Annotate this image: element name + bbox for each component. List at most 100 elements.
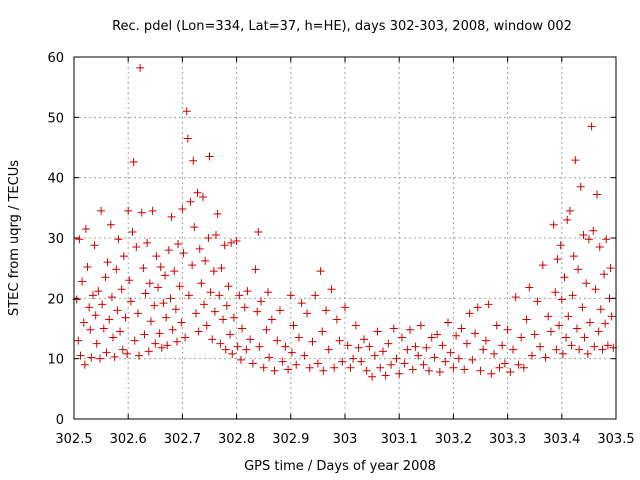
data-point [351,321,360,330]
chart-title: Rec. pdel (Lon=334, Lat=37, h=HE), days … [112,19,572,34]
x-tick-label: 302.5 [55,432,92,447]
data-point [83,262,92,271]
x-tick-label: 303.5 [597,432,634,447]
data-point [110,352,119,361]
data-point [527,351,536,360]
data-point [484,300,493,309]
data-point [117,285,126,294]
data-point [316,267,325,276]
data-point [235,291,244,300]
data-point [607,312,616,321]
data-point [253,307,262,316]
data-point [208,335,217,344]
data-point [105,315,114,324]
data-point [141,289,150,298]
data-point [498,341,507,350]
data-point [123,349,132,358]
data-point [278,357,287,366]
data-point [572,324,581,333]
data-point [202,321,211,330]
data-point [514,360,523,369]
data-point [522,315,531,324]
grid-lines [74,57,616,419]
data-point [509,345,518,354]
data-point [441,357,450,366]
data-point [387,360,396,369]
data-point [305,363,314,372]
data-point [408,365,417,374]
data-point [384,339,393,348]
data-point [406,325,415,334]
y-tick-label: 20 [47,292,64,307]
data-point [318,327,327,336]
data-point [591,285,600,294]
data-point [168,325,177,334]
data-point [126,297,135,306]
data-point [76,351,85,360]
data-point [128,227,137,236]
data-point [174,240,183,249]
data-point [246,335,255,344]
data-point [536,342,545,351]
x-tick-label: 303 [333,432,358,447]
data-point [606,264,615,273]
data-point [583,349,592,358]
data-point [425,366,434,375]
data-point [137,208,146,217]
data-point [222,301,231,310]
data-point [354,343,363,352]
data-point [163,341,172,350]
data-point [195,244,204,253]
data-point [533,297,542,306]
data-point [191,309,200,318]
data-point [102,348,111,357]
data-point [551,288,560,297]
data-point [416,321,425,330]
data-point [419,360,428,369]
data-point [197,279,206,288]
data-point [148,206,157,215]
x-axis-label: GPS time / Days of year 2008 [244,459,436,474]
y-tick-label: 60 [47,51,64,66]
data-point [327,285,336,294]
data-point [101,273,110,282]
data-point [161,271,170,280]
data-point [259,363,268,372]
data-point [74,336,83,345]
data-point [556,241,565,250]
data-point [232,237,241,246]
data-point [275,306,284,315]
data-point [481,336,490,345]
data-point [170,267,179,276]
data-point [575,345,584,354]
data-point [303,309,312,318]
data-point [465,309,474,318]
data-point [530,330,539,339]
data-point [562,333,571,342]
data-point [87,353,96,362]
data-point [324,345,333,354]
data-point [585,318,594,327]
data-point [568,291,577,300]
data-point [233,342,242,351]
data-point [300,351,309,360]
data-point [150,301,159,310]
data-point [265,353,274,362]
data-point [90,241,99,250]
data-point [136,63,145,72]
data-point [286,291,295,300]
data-point [106,220,115,229]
data-point [190,223,199,232]
x-tick-label: 303.2 [435,432,472,447]
data-point [433,330,442,339]
data-point [262,325,271,334]
data-point [188,261,197,270]
data-point [109,333,118,342]
data-point [97,206,106,215]
data-point [91,311,100,320]
data-point [544,312,553,321]
data-point [238,324,247,333]
data-point [553,255,562,264]
data-point [143,238,152,247]
